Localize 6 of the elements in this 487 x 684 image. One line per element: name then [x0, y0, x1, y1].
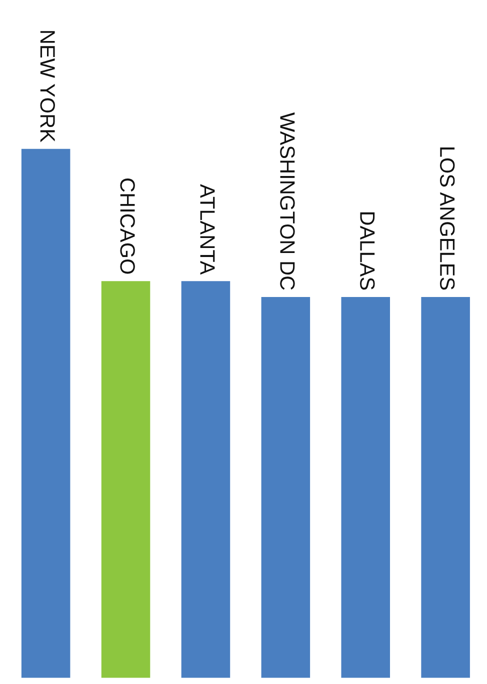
- x-tick-label: CHICAGO: [120, 178, 135, 274]
- x-tick-label: DALLAS: [360, 212, 375, 290]
- x-tick-label: LOS ANGELES: [440, 148, 455, 290]
- x-tick-label: ATLANTA: [200, 184, 215, 275]
- x-tick-label: WASHINGTON DC: [280, 112, 295, 290]
- x-tick-label: NEW YORK: [40, 31, 55, 142]
